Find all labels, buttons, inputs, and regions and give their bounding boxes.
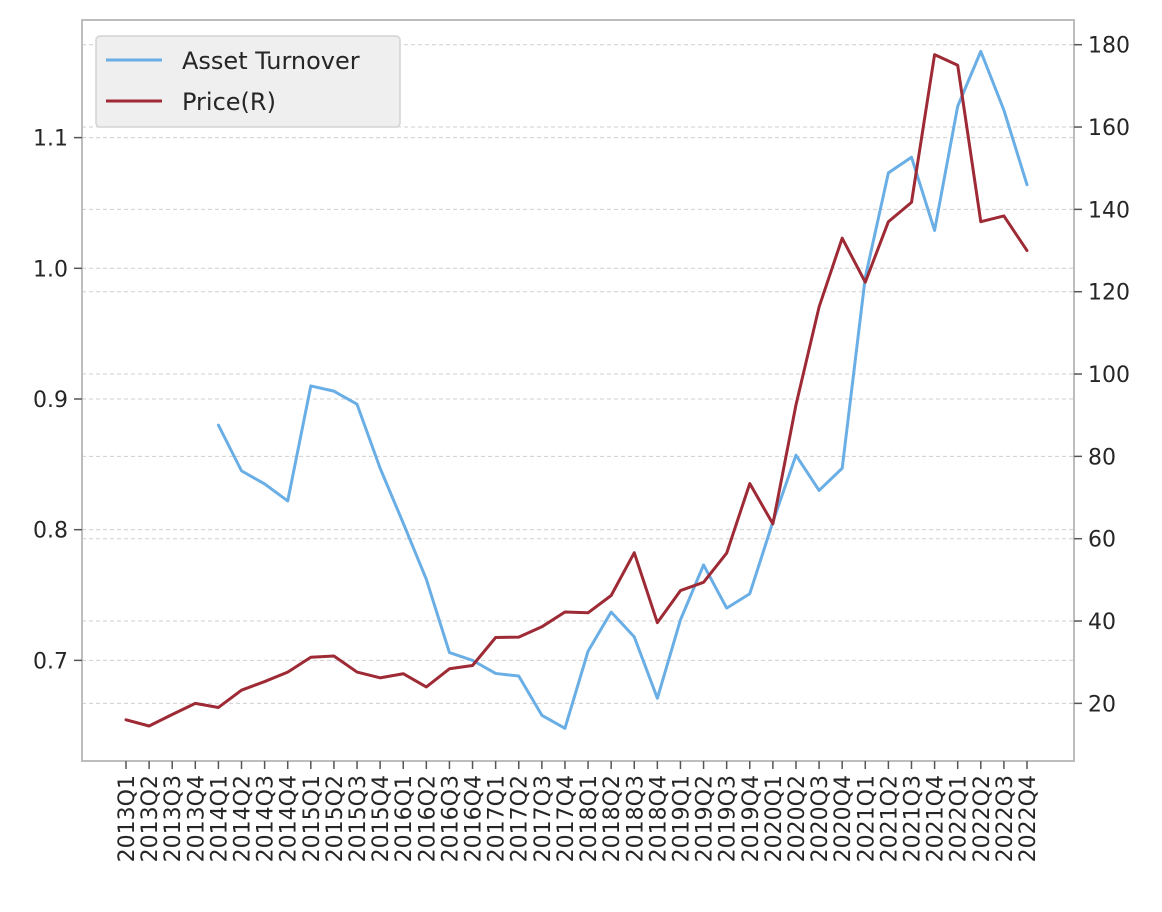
left-tick-label: 0.9 (33, 388, 68, 413)
x-tick-label: 2013Q1 (115, 775, 140, 862)
x-tick-label: 2016Q2 (415, 775, 440, 862)
x-tick-label: 2014Q2 (231, 775, 256, 862)
x-tick-label: 2018Q1 (577, 775, 602, 862)
legend-label-price: Price(R) (182, 88, 276, 116)
legend: Asset Turnover Price(R) (95, 35, 401, 128)
x-tick-label: 2022Q4 (1016, 775, 1041, 862)
x-tick-label: 2020Q3 (808, 775, 833, 862)
x-tick-label: 2021Q4 (924, 775, 949, 862)
x-tick-label: 2016Q3 (438, 775, 463, 862)
x-tick-label: 2022Q2 (970, 775, 995, 862)
series-line-price-r (124, 53, 1029, 728)
series-lines (124, 49, 1029, 730)
right-tick-label: 160 (1088, 116, 1130, 141)
x-tick-label: 2016Q4 (462, 775, 487, 862)
x-tick-label: 2022Q3 (993, 775, 1018, 862)
x-axis: 2013Q12013Q22013Q32013Q42014Q12014Q22014… (115, 761, 1041, 862)
x-tick-label: 2022Q1 (947, 775, 972, 862)
x-tick-label: 2014Q3 (254, 775, 279, 862)
left-y-axis: 0.7 0.8 0.9 1.0 1.1 (33, 127, 82, 674)
right-tick-label: 80 (1088, 445, 1116, 470)
legend-label-asset-turnover: Asset Turnover (182, 47, 360, 75)
x-tick-label: 2019Q2 (693, 775, 718, 862)
x-tick-label: 2015Q3 (346, 775, 371, 862)
x-tick-label: 2013Q2 (138, 775, 163, 862)
right-tick-label: 20 (1088, 692, 1116, 717)
x-tick-label: 2021Q3 (900, 775, 925, 862)
left-tick-label: 1.1 (33, 127, 68, 152)
x-tick-label: 2015Q1 (300, 775, 325, 862)
left-tick-label: 0.7 (33, 649, 68, 674)
x-tick-label: 2019Q3 (716, 775, 741, 862)
legend-box (95, 35, 401, 128)
x-tick-label: 2021Q1 (854, 775, 879, 862)
x-tick-label: 2017Q3 (531, 775, 556, 862)
x-tick-label: 2020Q2 (785, 775, 810, 862)
x-tick-label: 2020Q1 (762, 775, 787, 862)
x-tick-label: 2014Q1 (207, 775, 232, 862)
right-tick-label: 180 (1088, 34, 1130, 59)
right-tick-label: 120 (1088, 281, 1130, 306)
right-tick-label: 40 (1088, 610, 1116, 635)
left-tick-label: 1.0 (33, 257, 68, 282)
x-tick-label: 2019Q1 (669, 775, 694, 862)
x-tick-label: 2019Q4 (739, 775, 764, 862)
right-tick-label: 60 (1088, 528, 1116, 553)
x-tick-label: 2018Q3 (623, 775, 648, 862)
x-tick-label: 2017Q4 (554, 775, 579, 862)
x-tick-label: 2015Q4 (369, 775, 394, 862)
x-tick-label: 2020Q4 (831, 775, 856, 862)
gridlines (82, 44, 1074, 704)
x-tick-label: 2014Q4 (277, 775, 302, 862)
x-tick-label: 2016Q1 (392, 775, 417, 862)
right-tick-label: 100 (1088, 363, 1130, 388)
x-tick-label: 2021Q2 (877, 775, 902, 862)
x-tick-label: 2017Q2 (508, 775, 533, 862)
left-tick-label: 0.8 (33, 519, 68, 544)
x-tick-label: 2015Q2 (323, 775, 348, 862)
x-tick-label: 2018Q4 (646, 775, 671, 862)
x-tick-label: 2013Q3 (161, 775, 186, 862)
right-tick-label: 140 (1088, 198, 1130, 223)
series-line-asset-turnover (216, 49, 1029, 730)
plot-frame (81, 19, 1075, 762)
right-y-axis: 20 40 60 80 100 120 140 160 180 (1074, 34, 1130, 717)
x-tick-label: 2017Q1 (485, 775, 510, 862)
x-tick-label: 2018Q2 (600, 775, 625, 862)
x-tick-label: 2013Q4 (184, 775, 209, 862)
